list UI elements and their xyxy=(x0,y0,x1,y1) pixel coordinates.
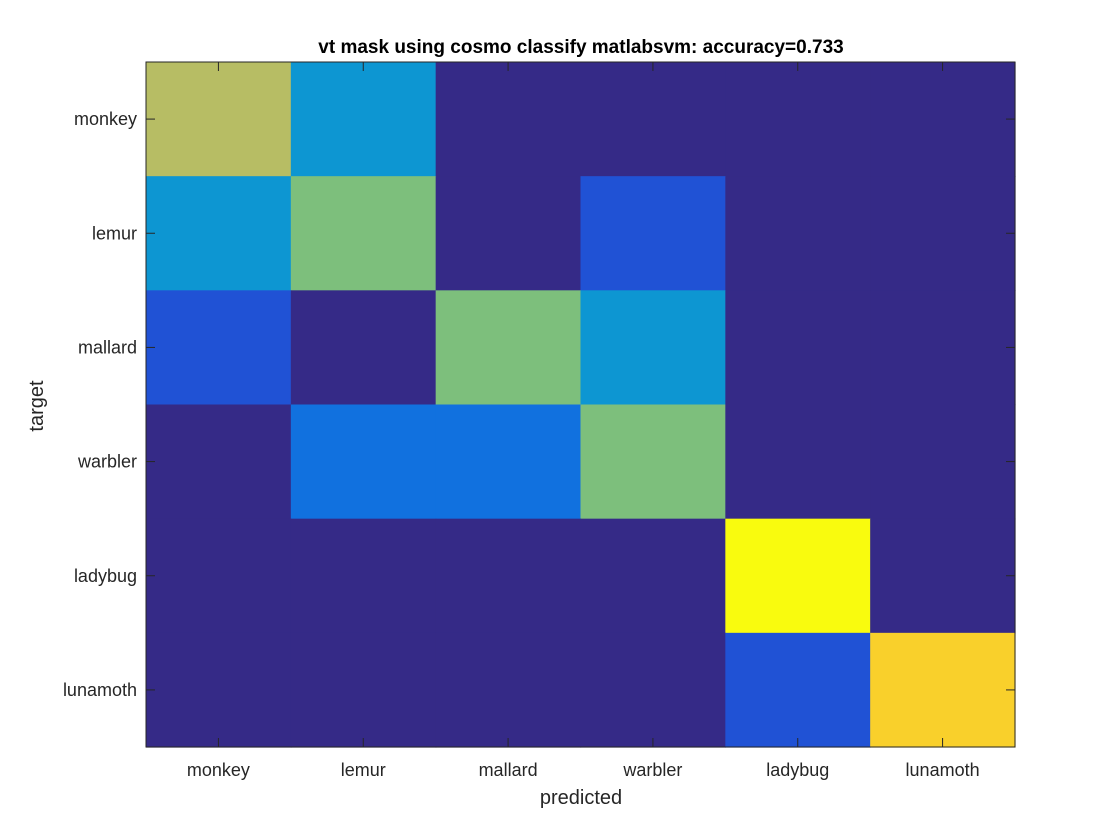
heatmap-cell xyxy=(146,176,292,291)
heatmap-cell xyxy=(290,176,437,291)
y-tick-label: ladybug xyxy=(74,566,137,586)
chart-title: vt mask using cosmo classify matlabsvm: … xyxy=(318,37,843,58)
heatmap-cell xyxy=(725,404,871,520)
heatmap-cell xyxy=(146,290,292,406)
x-tick-label: lunamoth xyxy=(906,760,980,780)
heatmap-cell xyxy=(435,290,582,406)
y-tick-label: mallard xyxy=(78,337,137,357)
x-tick-label: lemur xyxy=(341,760,386,780)
heatmap-cell xyxy=(146,518,292,634)
heatmap-cell xyxy=(290,632,437,748)
heatmap-cell xyxy=(435,404,582,520)
heatmap-cell xyxy=(725,176,871,291)
heatmap-cell xyxy=(580,518,726,634)
heatmap-cell xyxy=(725,518,871,634)
heatmap-cell xyxy=(290,404,437,520)
heatmap-cell xyxy=(870,176,1016,291)
x-tick-label: mallard xyxy=(479,760,538,780)
y-tick-label: monkey xyxy=(74,109,137,129)
axes-frame xyxy=(145,61,1016,748)
x-tick-labels: monkey lemur mallard warbler ladybug lunamoth xyxy=(187,760,980,780)
heatmap-cell xyxy=(870,632,1016,748)
y-axis-label: target xyxy=(26,380,48,432)
heatmap-cell xyxy=(725,290,871,406)
heatmap-cell xyxy=(290,518,437,634)
axes xyxy=(145,61,1016,748)
heatmap-cell xyxy=(435,518,582,634)
heatmap-cell xyxy=(870,62,1016,177)
heatmap-cell xyxy=(290,290,437,406)
heatmap-cell xyxy=(146,404,292,520)
x-tick-label: monkey xyxy=(187,760,250,780)
heatmap-cell xyxy=(435,62,582,177)
heatmap-cell xyxy=(870,290,1016,406)
y-tick-label: lemur xyxy=(92,223,137,243)
heatmap-cell xyxy=(580,62,726,177)
y-tick-label: warbler xyxy=(77,452,137,472)
y-tick-label: lunamoth xyxy=(63,680,137,700)
heatmap-cell xyxy=(870,404,1016,520)
heatmap-cell xyxy=(580,632,726,748)
heatmap-cell xyxy=(580,290,726,406)
heatmap-cell xyxy=(146,632,292,748)
heatmap-cell xyxy=(870,518,1016,634)
heatmap-cell xyxy=(146,62,292,177)
heatmap-cell xyxy=(725,62,871,177)
heatmap-cell xyxy=(435,632,582,748)
heatmap-cell xyxy=(725,632,871,748)
heatmap-cell xyxy=(435,176,582,291)
x-axis-label: predicted xyxy=(540,787,622,809)
heatmap-cell xyxy=(290,62,437,177)
x-tick-label: warbler xyxy=(622,760,682,780)
heatmap-cell xyxy=(580,176,726,291)
x-tick-label: ladybug xyxy=(766,760,829,780)
y-tick-labels: monkey lemur mallard warbler ladybug lunamoth xyxy=(63,109,137,700)
heatmap-cell xyxy=(580,404,726,520)
heatmap-cells xyxy=(146,62,1016,748)
